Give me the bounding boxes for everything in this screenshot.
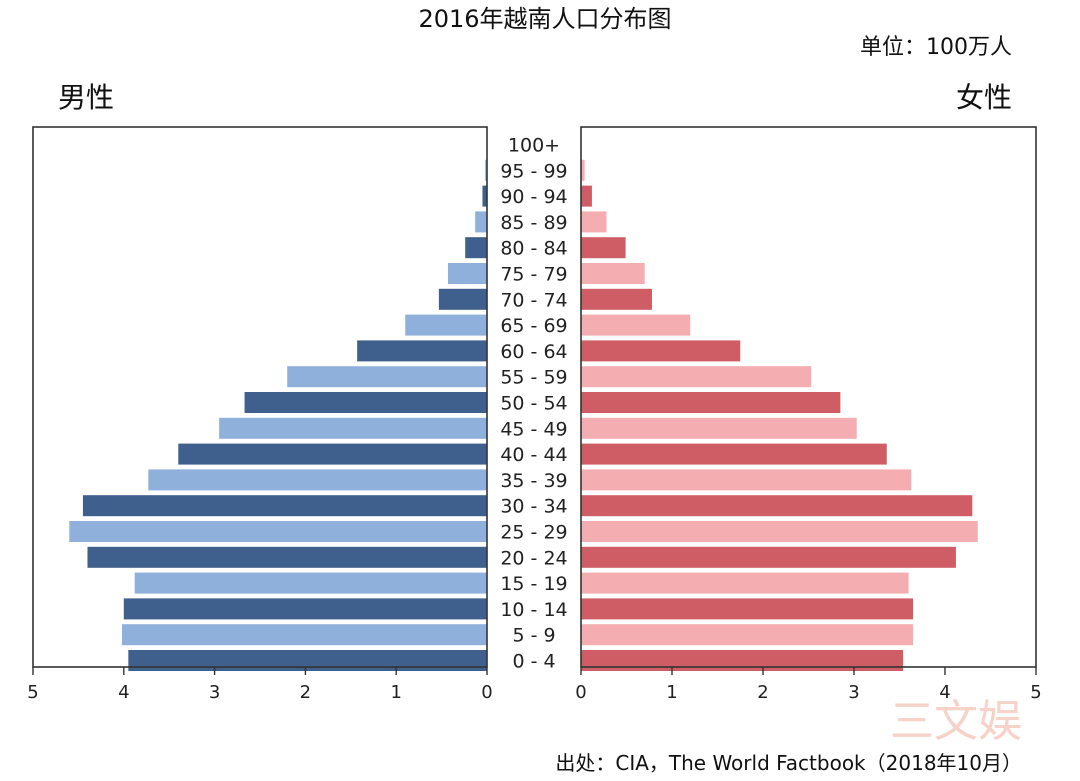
- male-axis-tick-label: 4: [118, 682, 129, 703]
- age-group-label: 0 - 4: [512, 651, 555, 673]
- male-bar: [465, 237, 487, 259]
- age-group-label: 40 - 44: [500, 444, 567, 466]
- age-group-label: 65 - 69: [500, 315, 567, 337]
- female-axis: 0 1 2 3 4 5: [575, 667, 1042, 703]
- age-group-label: 100+: [508, 135, 560, 157]
- age-group-label: 80 - 84: [500, 238, 567, 260]
- male-bar: [148, 469, 488, 491]
- female-bar: [581, 546, 956, 568]
- male-label: 男性: [58, 81, 114, 114]
- unit-label: 单位：100万人: [860, 35, 1012, 60]
- female-bar: [581, 650, 904, 671]
- female-bar: [581, 340, 741, 362]
- female-bar: [581, 521, 978, 542]
- male-bar: [482, 185, 487, 207]
- age-group-label: 50 - 54: [500, 393, 567, 415]
- male-bar: [134, 572, 488, 594]
- female-bar: [581, 392, 841, 413]
- female-bar: [581, 237, 626, 259]
- male-bar: [475, 211, 487, 233]
- male-bar: [69, 521, 487, 542]
- age-group-label: 45 - 49: [500, 418, 567, 440]
- female-axis-tick-label: 1: [666, 682, 677, 703]
- female-bar: [581, 159, 585, 181]
- male-panel-frame: [32, 126, 488, 668]
- male-bar: [357, 340, 487, 362]
- female-bars-group: [581, 159, 978, 671]
- female-label: 女性: [956, 81, 1012, 114]
- female-bar: [581, 263, 645, 284]
- male-bars-group: [69, 159, 488, 671]
- female-bar: [581, 417, 857, 439]
- age-group-label: 85 - 89: [500, 212, 567, 234]
- age-group-label: 35 - 39: [500, 470, 567, 492]
- male-bar: [219, 417, 487, 439]
- female-bar: [581, 495, 973, 517]
- male-bar: [123, 598, 488, 620]
- male-bar: [87, 546, 487, 568]
- source-note: 出处：CIA，The World Factbook（2018年10月）: [555, 751, 1022, 775]
- female-axis-tick-label: 4: [939, 682, 950, 703]
- male-axis: 5 4 3 2 1 0: [27, 667, 493, 703]
- male-axis-tick-label: 3: [209, 682, 220, 703]
- male-bar: [244, 392, 487, 413]
- male-axis-tick-label: 1: [390, 682, 401, 703]
- age-group-label: 10 - 14: [500, 599, 567, 621]
- age-group-label: 75 - 79: [500, 264, 567, 286]
- female-bar: [581, 443, 887, 465]
- age-group-label: 25 - 29: [500, 522, 567, 544]
- male-bar: [447, 263, 487, 284]
- male-bar: [128, 650, 487, 671]
- female-axis-tick-label: 5: [1030, 682, 1041, 703]
- age-group-label: 60 - 64: [500, 341, 567, 363]
- female-axis-tick-label: 3: [848, 682, 859, 703]
- male-bar: [438, 288, 487, 310]
- female-bar: [581, 366, 812, 388]
- female-axis-tick-label: 0: [575, 682, 586, 703]
- age-group-label: 70 - 74: [500, 289, 567, 311]
- age-group-label: 90 - 94: [500, 186, 567, 208]
- male-bar: [485, 159, 487, 181]
- age-labels-group: 100+ 95 - 99 90 - 94 85 - 89 80 - 84 75 - 79 7…: [500, 135, 567, 673]
- male-bar: [405, 314, 487, 336]
- female-bar: [581, 314, 691, 336]
- female-panel-frame: [580, 126, 1037, 668]
- age-group-label: 30 - 34: [500, 496, 567, 518]
- female-bar: [581, 572, 909, 594]
- age-group-label: 55 - 59: [500, 367, 567, 389]
- male-axis-tick-label: 2: [300, 682, 311, 703]
- female-bar: [581, 211, 607, 233]
- male-bar: [121, 624, 487, 646]
- female-bar: [581, 598, 914, 620]
- chart-title: 2016年越南人口分布图: [418, 5, 671, 33]
- male-axis-tick-label: 0: [481, 682, 492, 703]
- male-bar: [287, 366, 487, 388]
- age-group-label: 20 - 24: [500, 547, 567, 569]
- age-group-label: 15 - 19: [500, 573, 567, 595]
- male-bar: [82, 495, 487, 517]
- female-axis-tick-label: 2: [757, 682, 768, 703]
- female-bar: [581, 185, 592, 207]
- female-bar: [581, 624, 914, 646]
- male-axis-tick-label: 5: [27, 682, 38, 703]
- age-group-label: 95 - 99: [500, 160, 567, 182]
- female-bar: [581, 469, 912, 491]
- male-bar: [178, 443, 487, 465]
- age-group-label: 5 - 9: [512, 625, 555, 647]
- watermark: 三文娱: [890, 696, 1022, 747]
- female-bar: [581, 288, 652, 310]
